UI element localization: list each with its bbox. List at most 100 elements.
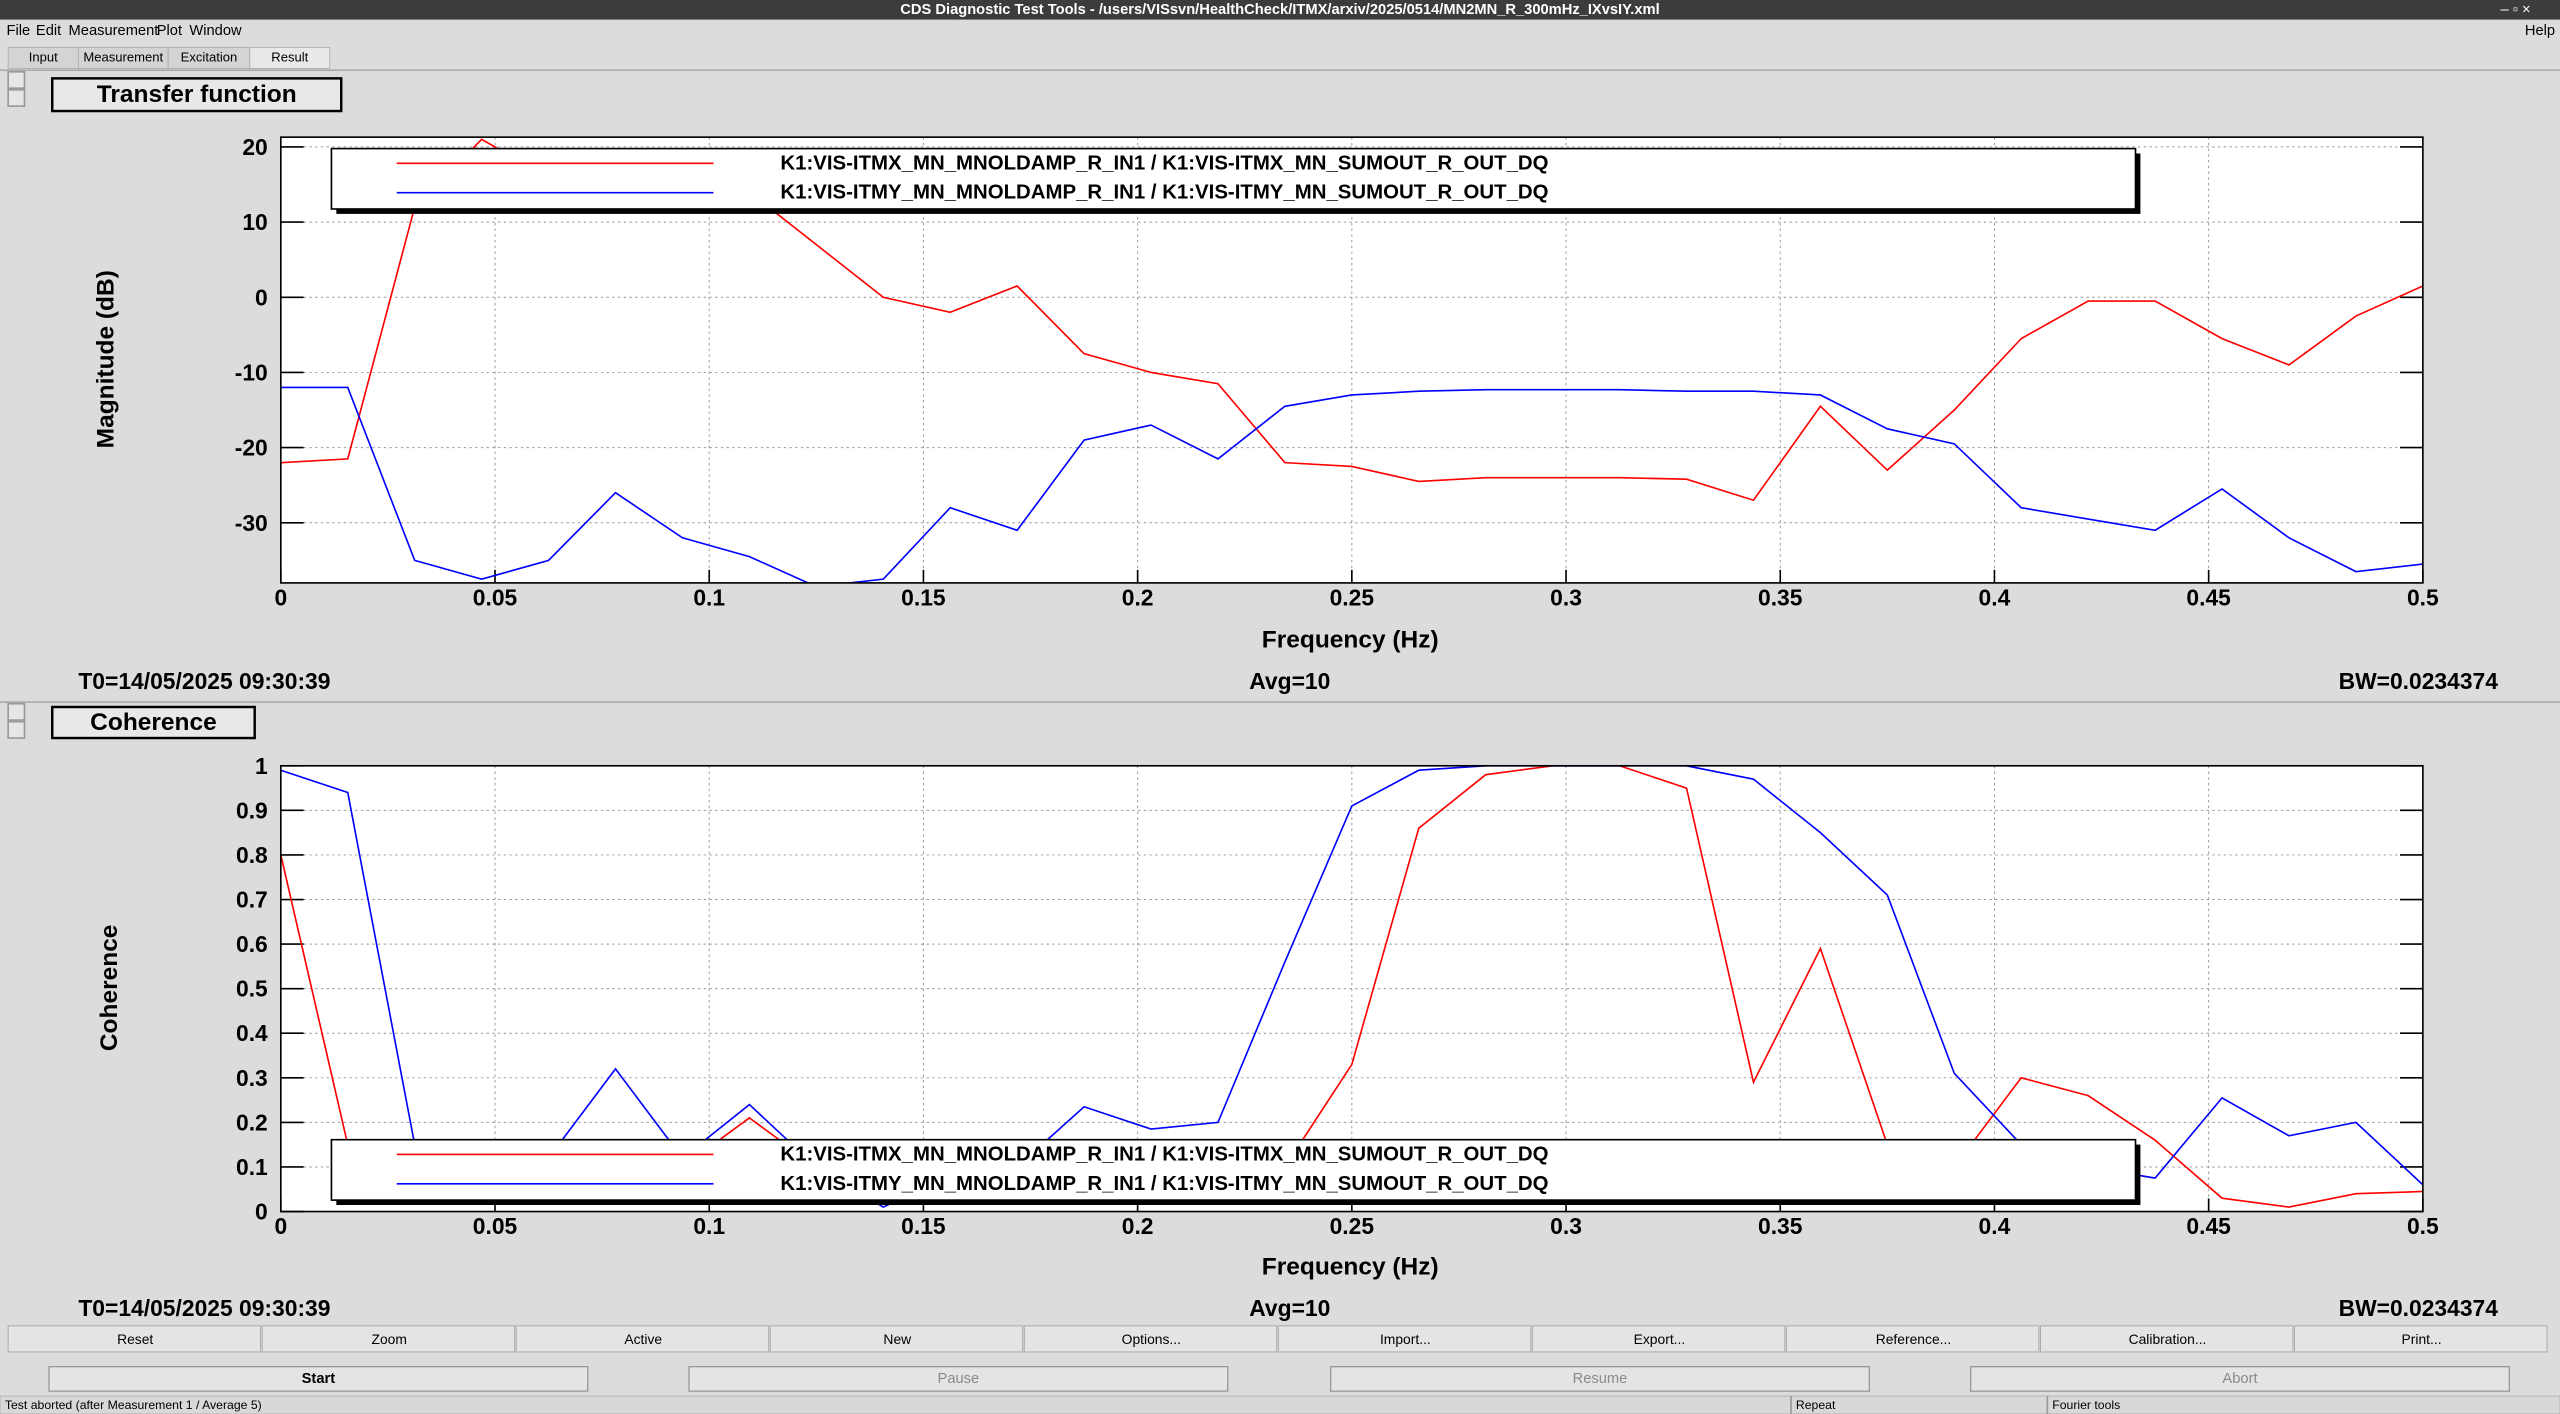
- collapse-button[interactable]: [7, 720, 26, 739]
- tab-label[interactable]: Measurement: [83, 50, 163, 65]
- toolbar-button[interactable]: [1785, 1325, 2040, 1353]
- toolbar-button-label[interactable]: Active: [624, 1331, 662, 1347]
- y-tick-label: 0.7: [236, 887, 268, 913]
- status-bar: [0, 1395, 2560, 1414]
- run-button[interactable]: [1329, 1365, 1871, 1392]
- y-tick-label: 0.3: [236, 1065, 268, 1091]
- legend-label: K1:VIS-ITMY_MN_MNOLDAMP_R_IN1 / K1:VIS-I…: [780, 1173, 1548, 1195]
- x-tick-label: 0.1: [693, 585, 725, 611]
- toolbar-button-label[interactable]: Reference...: [1876, 1331, 1951, 1347]
- menu-item[interactable]: Plot: [157, 23, 182, 39]
- run-button-label[interactable]: Start: [302, 1371, 336, 1387]
- y-tick-label: 10: [242, 209, 267, 235]
- toolbar-button-label[interactable]: Export...: [1634, 1331, 1686, 1347]
- x-tick-label: 0.05: [473, 1213, 518, 1239]
- x-tick-label: 0: [274, 585, 287, 611]
- tab-label[interactable]: Input: [29, 50, 58, 65]
- toolbar-button[interactable]: [261, 1325, 516, 1353]
- expand-button[interactable]: [7, 702, 26, 721]
- info-text: T0=14/05/2025 09:30:39: [78, 668, 330, 694]
- toolbar-button[interactable]: [2040, 1325, 2294, 1353]
- y-tick-label: 0.4: [236, 1020, 268, 1046]
- x-tick-label: 0.4: [1979, 1213, 2011, 1239]
- info-text: T0=14/05/2025 09:30:39: [78, 1295, 330, 1321]
- y-tick-label: 0.8: [236, 842, 268, 868]
- toolbar-button[interactable]: [2294, 1325, 2548, 1353]
- window-controls[interactable]: – ▫ ×: [2500, 2, 2530, 18]
- panel-title: Transfer function: [97, 81, 297, 108]
- x-tick-label: 0.2: [1122, 585, 1154, 611]
- x-tick-label: 0.15: [901, 1213, 946, 1239]
- x-tick-label: 0.1: [693, 1213, 725, 1239]
- x-tick-label: 0.35: [1758, 585, 1803, 611]
- x-tick-label: 0.2: [1122, 1213, 1154, 1239]
- expand-button[interactable]: [7, 71, 26, 89]
- plot-frame: [280, 764, 2424, 1213]
- y-tick-label: 0.5: [236, 976, 268, 1002]
- toolbar-button-label[interactable]: Import...: [1380, 1331, 1431, 1347]
- help-menu[interactable]: Help: [2525, 23, 2555, 39]
- info-text: Avg=10: [1249, 668, 1330, 694]
- legend: [330, 1138, 2137, 1201]
- y-tick-label: 0.1: [236, 1154, 268, 1180]
- toolbar-button[interactable]: [1531, 1325, 1786, 1353]
- y-tick-label: 0.9: [236, 797, 268, 823]
- status-text: Fourier tools: [2052, 1398, 2120, 1412]
- legend-label: K1:VIS-ITMX_MN_MNOLDAMP_R_IN1 / K1:VIS-I…: [780, 152, 1548, 174]
- tab[interactable]: [249, 46, 331, 69]
- toolbar-button[interactable]: [1277, 1325, 1532, 1353]
- y-axis-label: Magnitude (dB): [93, 270, 120, 448]
- x-tick-label: 0.5: [2407, 585, 2439, 611]
- toolbar-button-label[interactable]: New: [883, 1331, 912, 1347]
- window-title: CDS Diagnostic Test Tools - /users/VISsv…: [900, 2, 1659, 18]
- y-tick-label: 0: [255, 1199, 268, 1225]
- x-tick-label: 0.5: [2407, 1213, 2439, 1239]
- collapse-button[interactable]: [7, 88, 26, 107]
- y-tick-label: 20: [242, 134, 267, 160]
- x-tick-label: 0.45: [2186, 585, 2231, 611]
- toolbar-button[interactable]: [769, 1325, 1024, 1353]
- run-button-label[interactable]: Abort: [2222, 1371, 2257, 1387]
- toolbar-button-label[interactable]: Zoom: [372, 1331, 407, 1347]
- x-tick-label: 0.45: [2186, 1213, 2231, 1239]
- x-tick-label: 0.05: [473, 585, 518, 611]
- run-button-label[interactable]: Pause: [938, 1371, 980, 1387]
- info-text: BW=0.0234374: [2339, 1295, 2499, 1321]
- x-axis-label: Frequency (Hz): [1262, 627, 1439, 654]
- y-tick-label: 0.2: [236, 1109, 268, 1135]
- status-text: Test aborted (after Measurement 1 / Aver…: [5, 1398, 262, 1412]
- toolbar-button[interactable]: [7, 1325, 262, 1353]
- status-text: Repeat: [1796, 1398, 1836, 1412]
- x-axis-label: Frequency (Hz): [1262, 1254, 1439, 1281]
- tab-label[interactable]: Excitation: [181, 50, 238, 65]
- legend-label: K1:VIS-ITMY_MN_MNOLDAMP_R_IN1 / K1:VIS-I…: [780, 182, 1548, 204]
- y-tick-label: 0.6: [236, 931, 268, 957]
- toolbar-button-label[interactable]: Reset: [117, 1331, 153, 1347]
- toolbar-button-label[interactable]: Print...: [2402, 1331, 2442, 1347]
- run-button[interactable]: [1969, 1365, 2511, 1392]
- toolbar-button-label[interactable]: Calibration...: [2129, 1331, 2207, 1347]
- y-tick-label: -10: [235, 359, 268, 385]
- info-text: BW=0.0234374: [2339, 668, 2499, 694]
- menu-item[interactable]: Measurement: [69, 23, 159, 39]
- x-tick-label: 0.3: [1550, 585, 1582, 611]
- toolbar-button-label[interactable]: Options...: [1122, 1331, 1181, 1347]
- x-tick-label: 0.3: [1550, 1213, 1582, 1239]
- panel-title: Coherence: [90, 709, 217, 736]
- y-tick-label: 1: [255, 753, 268, 779]
- menu-item[interactable]: Edit: [36, 23, 61, 39]
- legend-label: K1:VIS-ITMX_MN_MNOLDAMP_R_IN1 / K1:VIS-I…: [780, 1143, 1548, 1165]
- x-tick-label: 0.35: [1758, 1213, 1803, 1239]
- menu-item[interactable]: File: [7, 23, 31, 39]
- toolbar-button[interactable]: [515, 1325, 770, 1353]
- menu-item[interactable]: Window: [189, 23, 242, 39]
- toolbar-button[interactable]: [1023, 1325, 1278, 1353]
- info-text: Avg=10: [1249, 1295, 1330, 1321]
- title-bar: [0, 0, 2560, 20]
- panel-title-box: [51, 705, 256, 740]
- run-button-label[interactable]: Resume: [1573, 1371, 1628, 1387]
- tab-label[interactable]: Result: [271, 50, 308, 65]
- run-button[interactable]: [48, 1365, 589, 1392]
- run-button[interactable]: [688, 1365, 1229, 1392]
